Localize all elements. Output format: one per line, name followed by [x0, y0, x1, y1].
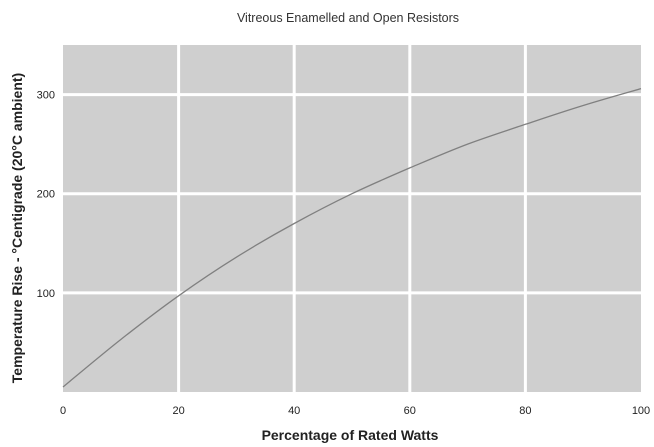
- series-line: [62, 87, 642, 388]
- y-axis-ticks: 100 200 300: [37, 90, 55, 300]
- x-tick-label: 100: [632, 405, 650, 417]
- x-axis-label: Percentage of Rated Watts: [262, 427, 439, 443]
- y-tick-label: 300: [37, 90, 55, 102]
- y-tick-label: 100: [37, 288, 55, 300]
- x-tick-label: 20: [172, 405, 184, 417]
- y-tick-label: 200: [37, 189, 55, 201]
- y-axis-label: Temperature Rise - °Centigrade (20°C amb…: [9, 73, 25, 383]
- x-tick-label: 0: [60, 405, 66, 417]
- x-tick-label: 80: [519, 405, 531, 417]
- chart-title: Vitreous Enamelled and Open Resistors: [237, 11, 459, 25]
- x-tick-label: 40: [288, 405, 300, 417]
- x-tick-label: 60: [404, 405, 416, 417]
- x-axis-ticks: 0 20 40 60 80 100: [60, 405, 650, 417]
- plot-area: [63, 45, 641, 392]
